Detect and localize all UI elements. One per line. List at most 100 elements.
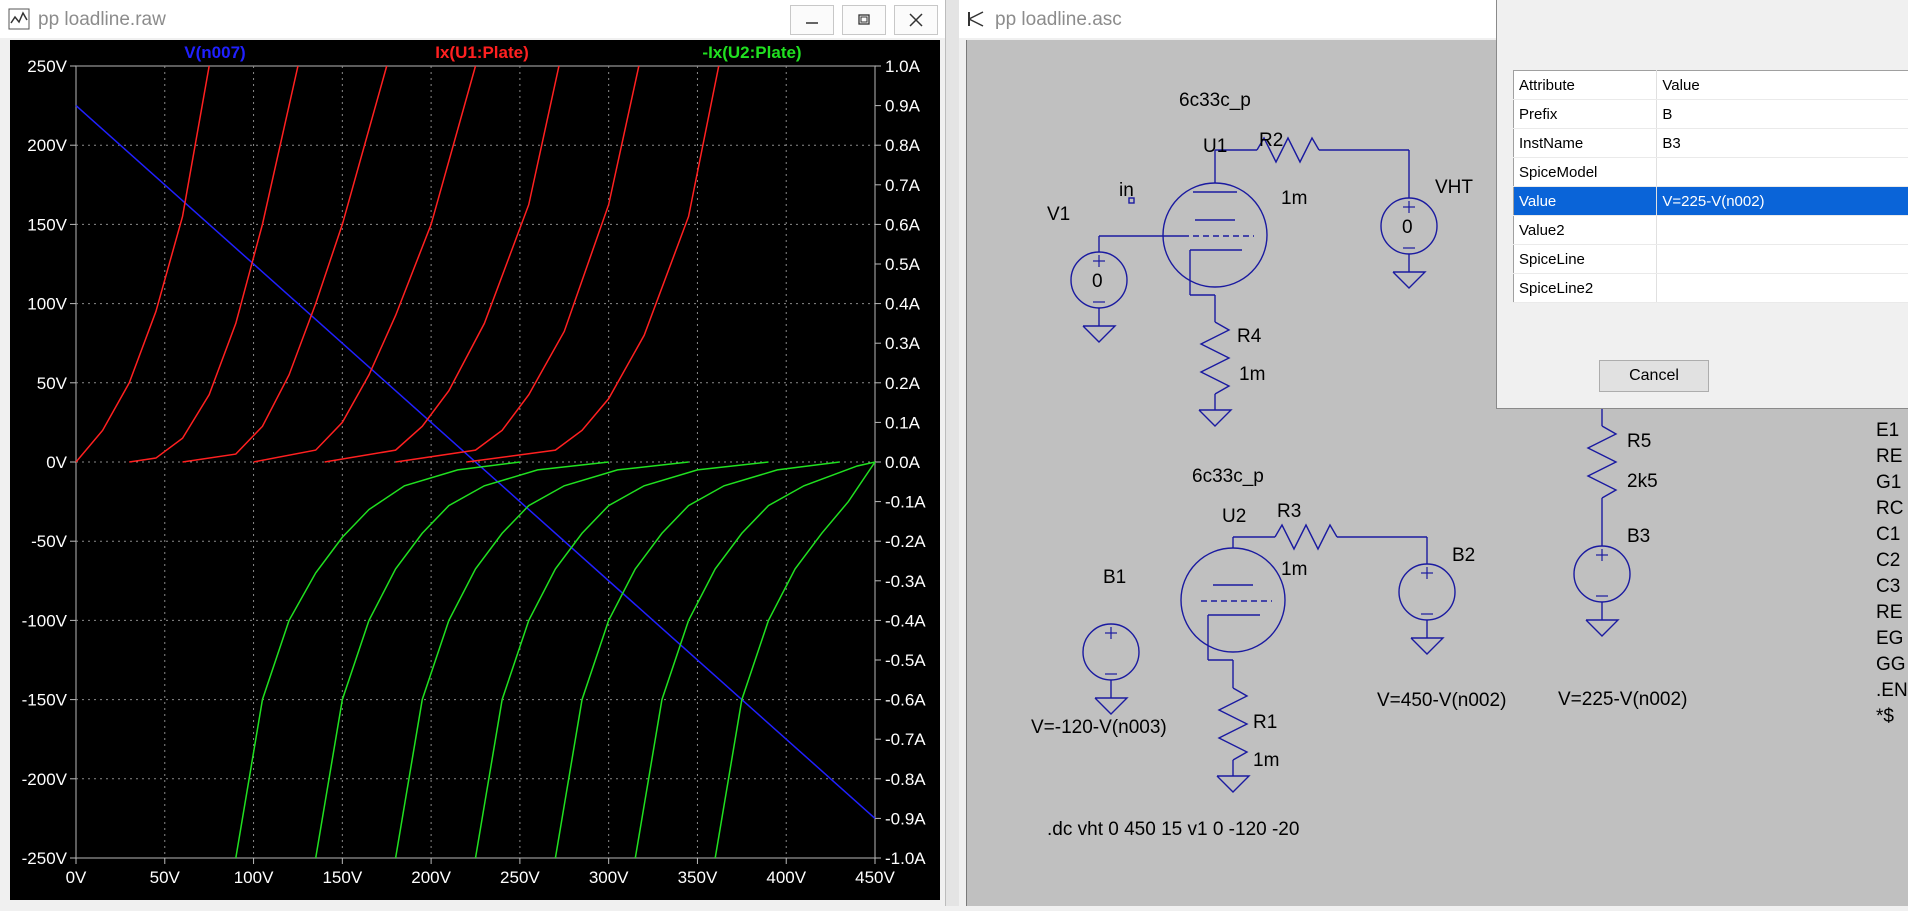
x-tick-label: 250V [500, 868, 540, 887]
u2-model-label[interactable]: 6c33c_p [1192, 466, 1264, 487]
y-left-tick-label: -150V [22, 691, 68, 710]
table-row[interactable]: Value2 [1514, 216, 1908, 245]
u1-tube-symbol[interactable] [1163, 183, 1267, 287]
r3-label[interactable]: R3 [1277, 501, 1301, 522]
netlist-line: *$ [1876, 706, 1894, 728]
attr-value[interactable]: B [1657, 100, 1908, 129]
y-right-tick-label: 0.3A [885, 334, 921, 353]
series-line [254, 66, 476, 462]
x-tick-label: 50V [150, 868, 181, 887]
attr-value[interactable]: V=225-V(n002) [1657, 187, 1908, 216]
y-right-tick-label: 0.0A [885, 453, 921, 472]
r5-label[interactable]: R5 [1627, 431, 1651, 452]
attr-name: SpiceModel [1514, 158, 1657, 187]
r4-value[interactable]: 1m [1239, 364, 1265, 385]
value-header: Value [1657, 71, 1908, 100]
vht-value[interactable]: 0 [1402, 217, 1413, 238]
y-right-tick-label: -0.7A [885, 730, 926, 749]
r4-label[interactable]: R4 [1237, 326, 1262, 347]
y-right-tick-label: 0.2A [885, 374, 921, 393]
netlist-line: RC [1876, 498, 1903, 520]
b3-value[interactable]: V=225-V(n002) [1558, 689, 1687, 710]
b3-label[interactable]: B3 [1627, 526, 1650, 547]
vht-label[interactable]: VHT [1435, 177, 1473, 198]
u2-label[interactable]: U2 [1222, 506, 1246, 527]
b1-value[interactable]: V=-120-V(n003) [1031, 717, 1167, 738]
b1-label[interactable]: B1 [1103, 567, 1126, 588]
r5-resistor[interactable] [1588, 426, 1616, 498]
y-left-tick-label: -200V [22, 770, 68, 789]
minimize-icon [805, 13, 819, 27]
y-right-tick-label: -0.9A [885, 809, 926, 828]
netlist-line: RE [1876, 602, 1902, 624]
attr-name: SpiceLine2 [1514, 274, 1657, 303]
table-row[interactable]: SpiceLine2 [1514, 274, 1908, 303]
b2-label[interactable]: B2 [1452, 545, 1475, 566]
r3-resistor[interactable] [1275, 525, 1337, 549]
dc-directive[interactable]: .dc vht 0 450 15 v1 0 -120 -20 [1047, 819, 1299, 840]
b2-value[interactable]: V=450-V(n002) [1377, 690, 1506, 711]
y-right-tick-label: 0.5A [885, 255, 921, 274]
y-right-tick-label: -0.3A [885, 572, 926, 591]
legend-label: -Ix(U2:Plate) [702, 43, 801, 62]
u2-tube-symbol[interactable] [1181, 548, 1285, 652]
component-attribute-dialog: Attribute Value Prefix B InstName B3 Spi… [1496, 0, 1908, 409]
y-left-tick-label: -250V [22, 849, 68, 868]
netlist-line: E1 [1876, 420, 1899, 442]
netlist-line: .EN [1876, 680, 1908, 702]
waveform-app-icon [8, 8, 30, 30]
in-net-label[interactable]: in [1119, 180, 1134, 201]
table-row[interactable]: InstName B3 [1514, 129, 1908, 158]
netlist-line: C2 [1876, 550, 1900, 572]
cancel-button[interactable]: Cancel [1599, 360, 1709, 392]
y-right-tick-label: -0.5A [885, 651, 926, 670]
y-right-tick-label: 0.6A [885, 215, 921, 234]
attr-value[interactable] [1657, 216, 1908, 245]
x-tick-label: 400V [766, 868, 806, 887]
y-left-tick-label: 200V [27, 136, 67, 155]
minimize-button[interactable] [790, 5, 834, 35]
netlist-line: C3 [1876, 576, 1900, 598]
series-line [129, 66, 298, 462]
plot-window-title: pp loadline.raw [38, 9, 166, 31]
attr-value[interactable] [1657, 245, 1908, 274]
y-right-tick-label: -1.0A [885, 849, 926, 868]
table-row[interactable]: SpiceModel [1514, 158, 1908, 187]
r2-value[interactable]: 1m [1281, 188, 1307, 209]
u1-label[interactable]: U1 [1203, 136, 1227, 157]
close-button[interactable] [894, 5, 938, 35]
series-line [467, 66, 719, 462]
r3-value[interactable]: 1m [1281, 559, 1307, 580]
attr-name: SpiceLine [1514, 245, 1657, 274]
v1-value[interactable]: 0 [1092, 271, 1103, 292]
x-tick-label: 450V [855, 868, 895, 887]
attribute-table-header: Attribute Value [1514, 71, 1908, 100]
maximize-button[interactable] [842, 5, 886, 35]
table-row[interactable]: Prefix B [1514, 100, 1908, 129]
r4-resistor[interactable] [1201, 322, 1229, 394]
y-right-tick-label: 0.8A [885, 136, 921, 155]
series-line [76, 66, 209, 462]
r1-label[interactable]: R1 [1253, 712, 1277, 733]
r5-value[interactable]: 2k5 [1627, 471, 1658, 492]
u1-model-label[interactable]: 6c33c_p [1179, 90, 1251, 111]
r1-resistor[interactable] [1219, 688, 1247, 760]
x-tick-label: 200V [411, 868, 451, 887]
y-right-tick-label: -0.6A [885, 691, 926, 710]
r1-value[interactable]: 1m [1253, 750, 1279, 771]
series-line [715, 462, 875, 858]
table-row-selected[interactable]: Value V=225-V(n002) [1514, 187, 1908, 216]
attr-name: InstName [1514, 129, 1657, 158]
plot-titlebar[interactable]: pp loadline.raw [0, 0, 945, 38]
table-row[interactable]: SpiceLine [1514, 245, 1908, 274]
v1-label[interactable]: V1 [1047, 204, 1070, 225]
y-right-tick-label: 1.0A [885, 57, 921, 76]
y-right-tick-label: -0.1A [885, 493, 926, 512]
r2-label[interactable]: R2 [1259, 130, 1283, 151]
attr-value[interactable]: B3 [1657, 129, 1908, 158]
attr-name: Value [1514, 187, 1657, 216]
attr-value[interactable] [1657, 158, 1908, 187]
attr-value[interactable] [1657, 274, 1908, 303]
